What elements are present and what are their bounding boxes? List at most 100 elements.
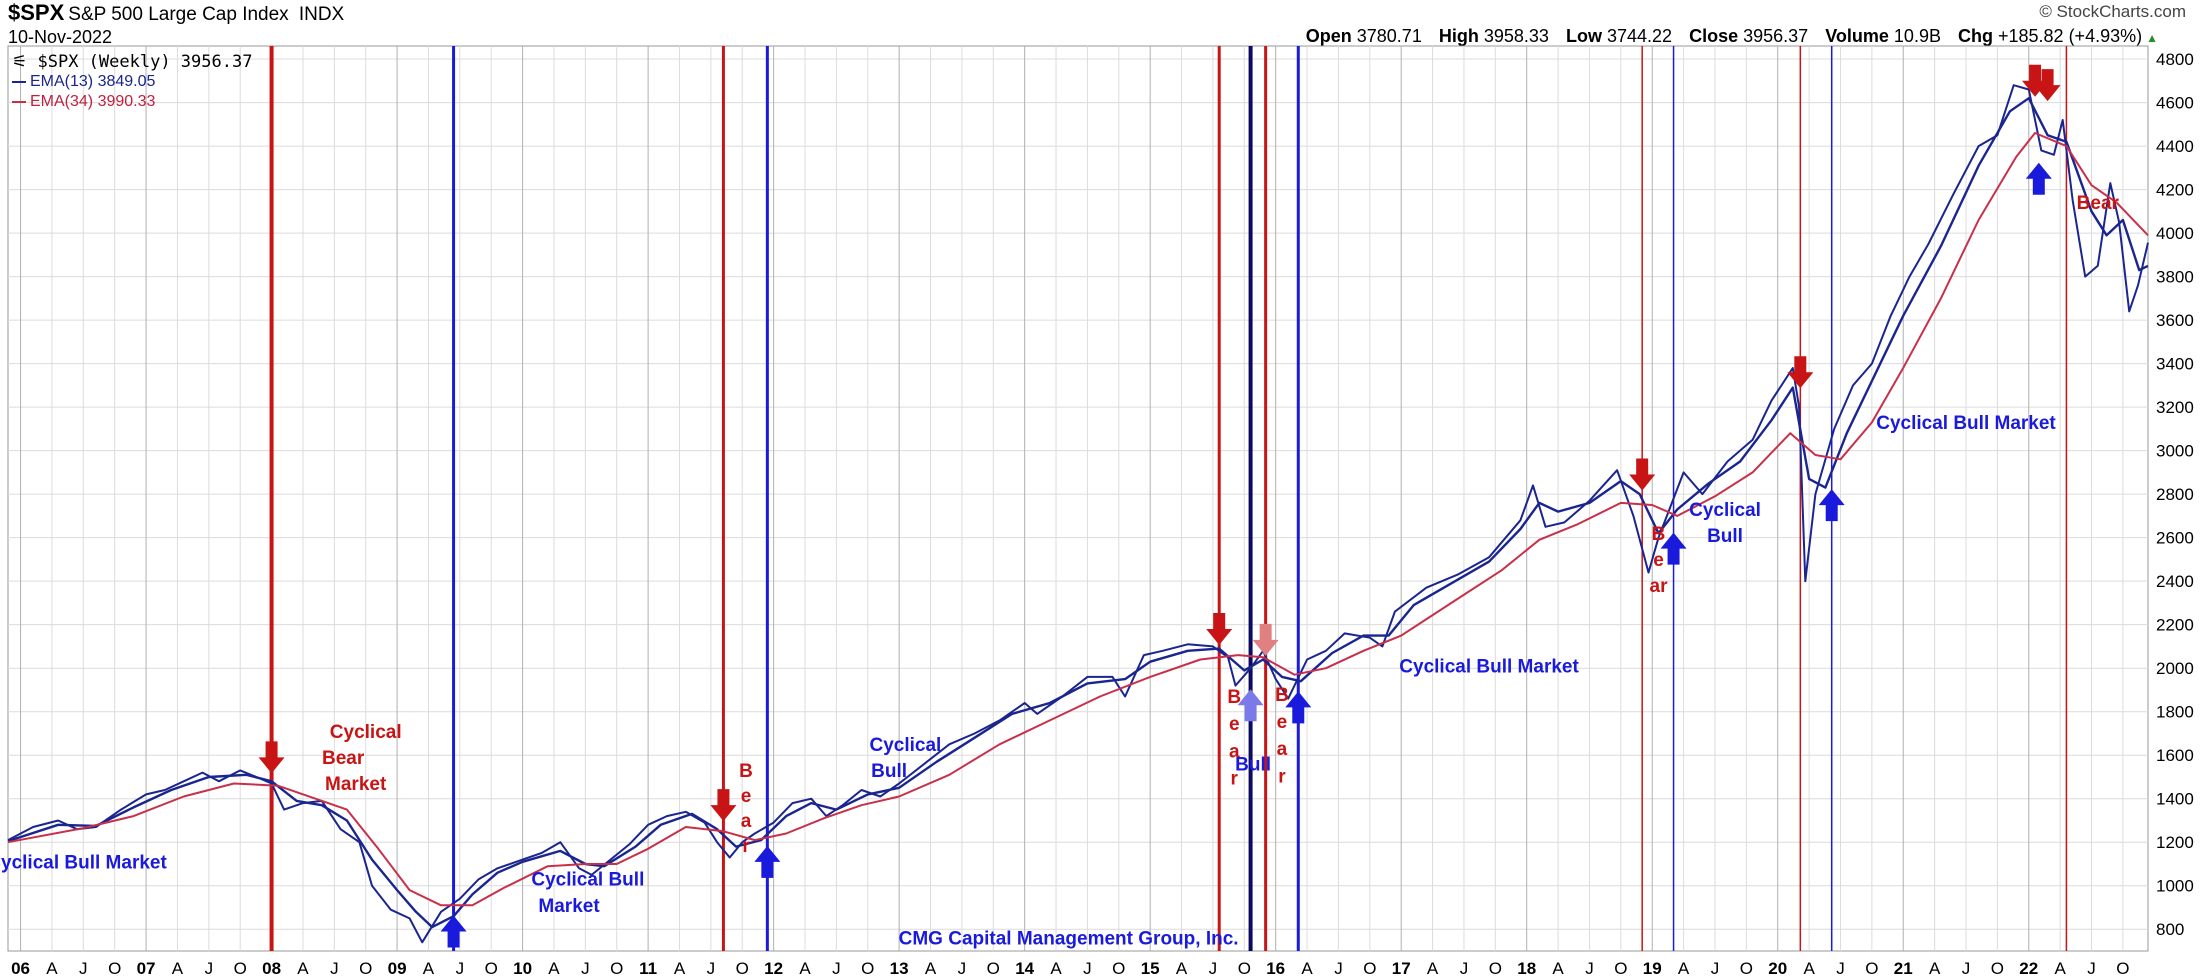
x-tick-label: 16 [1266, 959, 1285, 978]
volume-label: Volume [1825, 26, 1889, 46]
annotation-label: ar [1650, 576, 1669, 597]
x-tick-label: O [1489, 959, 1502, 978]
x-tick-label: A [1929, 959, 1941, 978]
x-tick-label: A [1050, 959, 1062, 978]
y-tick-label: 3400 [2156, 355, 2194, 374]
close-value: 3956.37 [1743, 26, 1809, 46]
chg-value: +185.82 (+4.93%) [1998, 26, 2143, 46]
annotation-label: r [1231, 769, 1239, 790]
x-tick-label: J [1083, 959, 1092, 978]
symbol: $SPX [8, 0, 65, 25]
x-tick-label: A [46, 959, 58, 978]
annotation-label: Bull [1707, 526, 1743, 547]
y-tick-label: 1600 [2156, 746, 2194, 765]
x-tick-label: J [1962, 959, 1971, 978]
x-tick-label: A [925, 959, 937, 978]
x-tick-label: A [1427, 959, 1439, 978]
x-tick-label: 17 [1392, 959, 1411, 978]
x-tick-label: O [987, 959, 1000, 978]
annotation-label: Bull [871, 761, 907, 782]
x-tick-label: O [2116, 959, 2129, 978]
y-tick-label: 1000 [2156, 877, 2194, 896]
x-tick-label: J [707, 959, 716, 978]
bear-signal-arrow [1206, 612, 1233, 645]
x-tick-label: O [736, 959, 749, 978]
legend-price-label: $SPX (Weekly) 3956.37 [37, 52, 253, 72]
x-tick-label: J [581, 959, 590, 978]
chg-label: Chg [1957, 26, 1993, 46]
series-lines [7, 84, 2149, 944]
x-tick-label: 13 [890, 959, 909, 978]
ohlc-readout: Open 3780.71 High 3958.33 Low 3744.22 Cl… [1294, 26, 2158, 47]
annotation-label: e [1229, 714, 1240, 735]
x-tick-label: 12 [764, 959, 783, 978]
y-tick-label: 2800 [2156, 485, 2194, 504]
y-tick-label: 2400 [2156, 572, 2194, 591]
high-value: 3958.33 [1483, 26, 1549, 46]
x-tick-label: J [832, 959, 841, 978]
x-tick-label: A [799, 959, 811, 978]
x-tick-label: 09 [388, 959, 407, 978]
x-tick-label: A [1552, 959, 1564, 978]
legend-ema13-label: EMA(13) 3849.05 [30, 73, 156, 90]
close-label: Close [1689, 26, 1739, 46]
x-tick-label: 14 [1015, 959, 1034, 978]
chart-settings-icon[interactable]: ⚟ [12, 52, 28, 72]
annotation-label: Cyclical [330, 722, 402, 743]
x-tick-label: J [1334, 959, 1343, 978]
x-tick-label: 15 [1141, 959, 1160, 978]
x-tick-label: O [1112, 959, 1125, 978]
x-axis: 06 A J O 07 A J O 08 A J O 09 A J O 10 A J O 11 A J O 12 A J O 13 A J O… [11, 959, 2129, 978]
x-tick-label: A [2054, 959, 2066, 978]
x-tick-label: J [2087, 959, 2096, 978]
x-tick-label: O [861, 959, 874, 978]
bull-signal-arrow [1818, 489, 1845, 522]
chart-header: $SPX S&P 500 Large Cap Index INDX 10-Nov-… [0, 0, 2200, 50]
x-tick-label: O [234, 959, 247, 978]
y-tick-label: 4800 [2156, 50, 2194, 69]
bull-signal-arrow [440, 915, 467, 948]
bull-signal-arrow [1660, 532, 1687, 565]
x-tick-label: O [1865, 959, 1878, 978]
x-tick-label: 10 [513, 959, 532, 978]
x-tick-label: J [79, 959, 88, 978]
index-name: S&P 500 Large Cap Index [68, 4, 289, 25]
x-tick-label: J [1711, 959, 1720, 978]
up-triangle-icon: ▲ [2146, 31, 2158, 45]
legend-ema34-label: EMA(34) 3990.33 [30, 93, 156, 110]
bear-signal-arrow [1252, 623, 1279, 656]
x-tick-label: J [205, 959, 214, 978]
annotation-label: e [741, 786, 752, 807]
brand-watermark[interactable]: © StockCharts.com [2039, 2, 2186, 21]
y-tick-label: 1400 [2156, 790, 2194, 809]
x-tick-label: 18 [1517, 959, 1536, 978]
exchange: INDX [298, 4, 345, 25]
signal-arrows [258, 64, 2061, 948]
x-tick-label: 19 [1643, 959, 1662, 978]
y-tick-label: 3800 [2156, 268, 2194, 287]
bull-signal-arrow [1285, 691, 1312, 724]
x-tick-label: J [958, 959, 967, 978]
annotation-label: CMG Capital Management Group, Inc. [899, 928, 1239, 949]
bear-signal-arrow [1787, 356, 1814, 389]
x-tick-label: O [108, 959, 121, 978]
annotation-label: r [1278, 766, 1286, 787]
y-tick-label: 4200 [2156, 181, 2194, 200]
volume-value: 10.9B [1893, 26, 1941, 46]
y-tick-label: 2000 [2156, 659, 2194, 678]
symbol-title: $SPX S&P 500 Large Cap Index INDX [8, 0, 344, 26]
annotation-label: r [742, 836, 750, 857]
x-tick-label: O [359, 959, 372, 978]
y-tick-label: 4400 [2156, 137, 2194, 156]
annotation-label: B [739, 761, 753, 782]
bear-signal-arrow [710, 789, 737, 822]
y-tick-label: 3200 [2156, 398, 2194, 417]
y-tick-label: 800 [2156, 920, 2184, 939]
x-tick-label: O [610, 959, 623, 978]
annotation-label: e [1277, 712, 1288, 733]
annotation-label: Cyclical Bull [531, 870, 644, 891]
bear-signal-arrow [1629, 458, 1656, 491]
annotation-label: a [741, 811, 752, 832]
x-tick-label: A [548, 959, 560, 978]
